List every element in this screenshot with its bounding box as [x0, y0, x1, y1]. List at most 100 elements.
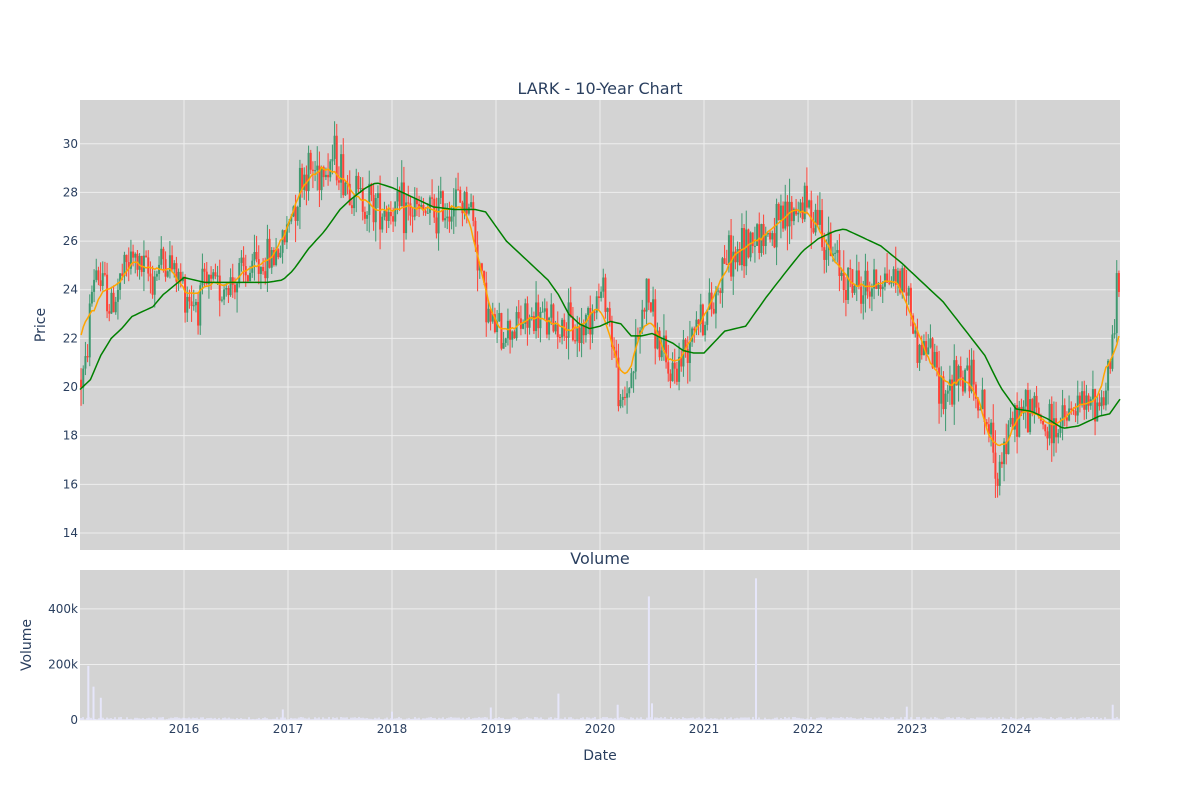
volume-bar	[1026, 718, 1028, 720]
candle-body	[350, 205, 353, 209]
volume-bar	[352, 717, 354, 720]
candle-body	[966, 365, 969, 370]
volume-bar	[396, 718, 398, 720]
candle-body	[1059, 426, 1062, 433]
candle-body	[368, 183, 371, 216]
volume-bar	[626, 718, 628, 720]
candle-body	[552, 304, 555, 332]
volume-bar	[1074, 717, 1076, 720]
candle-body	[1057, 432, 1060, 438]
volume-bar	[582, 717, 584, 720]
candle-body	[823, 247, 826, 260]
volume-bar	[982, 717, 984, 720]
volume-bar	[792, 717, 794, 720]
volume-bar	[344, 717, 346, 720]
volume-bar	[112, 718, 114, 720]
volume-bar	[472, 718, 474, 720]
volume-bar	[122, 719, 124, 720]
volume-bar	[286, 719, 288, 720]
candle-body	[381, 216, 384, 230]
volume-spike-bar	[557, 693, 560, 720]
volume-bar	[294, 718, 296, 720]
volume-bar	[598, 718, 600, 720]
candle-body	[1009, 417, 1012, 425]
candle-body	[732, 251, 735, 277]
candle-body	[994, 452, 997, 479]
volume-bar	[318, 717, 320, 720]
candle-body	[756, 224, 759, 246]
volume-bar	[686, 718, 688, 720]
volume-bar	[576, 718, 578, 720]
volume-bar	[252, 718, 254, 720]
volume-bar	[336, 717, 338, 720]
candle-body	[240, 257, 243, 263]
volume-bar	[950, 718, 952, 720]
volume-bar	[926, 718, 928, 720]
candle-body	[554, 324, 557, 332]
volume-bar	[316, 718, 318, 720]
volume-bar	[450, 716, 452, 720]
volume-bar	[314, 717, 316, 720]
candle-body	[496, 321, 499, 333]
candle-body	[279, 252, 282, 258]
volume-bar	[630, 717, 632, 720]
volume-y-tick-label: 0	[70, 713, 78, 727]
candle-body	[914, 330, 917, 334]
volume-bar	[384, 718, 386, 720]
volume-bar	[270, 719, 272, 720]
volume-bar	[826, 719, 828, 720]
volume-bar	[300, 716, 302, 720]
volume-bar	[354, 717, 356, 720]
volume-bar	[418, 717, 420, 720]
candle-body	[493, 314, 496, 333]
candle-body	[615, 350, 618, 358]
volume-bar	[1038, 717, 1040, 720]
candle-body	[1003, 441, 1006, 465]
volume-bar	[222, 717, 224, 720]
volume-bar	[920, 719, 922, 720]
volume-bar	[528, 718, 530, 720]
candle-body	[886, 273, 889, 283]
volume-bar	[758, 717, 760, 720]
candle-body	[630, 373, 633, 389]
volume-bar	[1000, 718, 1002, 720]
volume-bar	[714, 718, 716, 720]
volume-bar	[892, 716, 894, 720]
volume-bar	[82, 717, 84, 720]
volume-bar	[690, 717, 692, 720]
volume-bar	[310, 719, 312, 720]
volume-bar	[202, 717, 204, 720]
candle-body	[145, 255, 148, 258]
volume-bar	[994, 717, 996, 720]
candle-body	[589, 308, 592, 335]
volume-bar	[972, 718, 974, 720]
candle-body	[959, 366, 962, 378]
volume-bar	[182, 717, 184, 720]
volume-bar	[968, 719, 970, 720]
candle-body	[645, 278, 648, 312]
volume-bar	[594, 716, 596, 720]
candle-body	[1061, 405, 1064, 427]
volume-bar	[1034, 717, 1036, 720]
candle-body	[296, 207, 299, 221]
volume-bar	[340, 717, 342, 720]
candle-body	[1018, 407, 1021, 437]
volume-bar	[1014, 718, 1016, 720]
volume-bar	[496, 718, 498, 720]
volume-bar	[254, 719, 256, 720]
volume-bar	[988, 718, 990, 720]
volume-bar	[178, 717, 180, 720]
candle-body	[379, 193, 382, 230]
candle-body	[214, 272, 217, 277]
volume-bar	[958, 717, 960, 720]
volume-bar	[1036, 718, 1038, 720]
chart-title: LARK - 10-Year Chart	[518, 79, 683, 98]
candle-body	[155, 273, 158, 277]
candle-body	[387, 211, 390, 221]
candle-body	[1035, 395, 1038, 408]
volume-bar	[748, 717, 750, 720]
volume-bar	[192, 717, 194, 720]
volume-bar	[762, 719, 764, 720]
volume-bar	[260, 719, 262, 720]
candle-body	[834, 252, 837, 254]
